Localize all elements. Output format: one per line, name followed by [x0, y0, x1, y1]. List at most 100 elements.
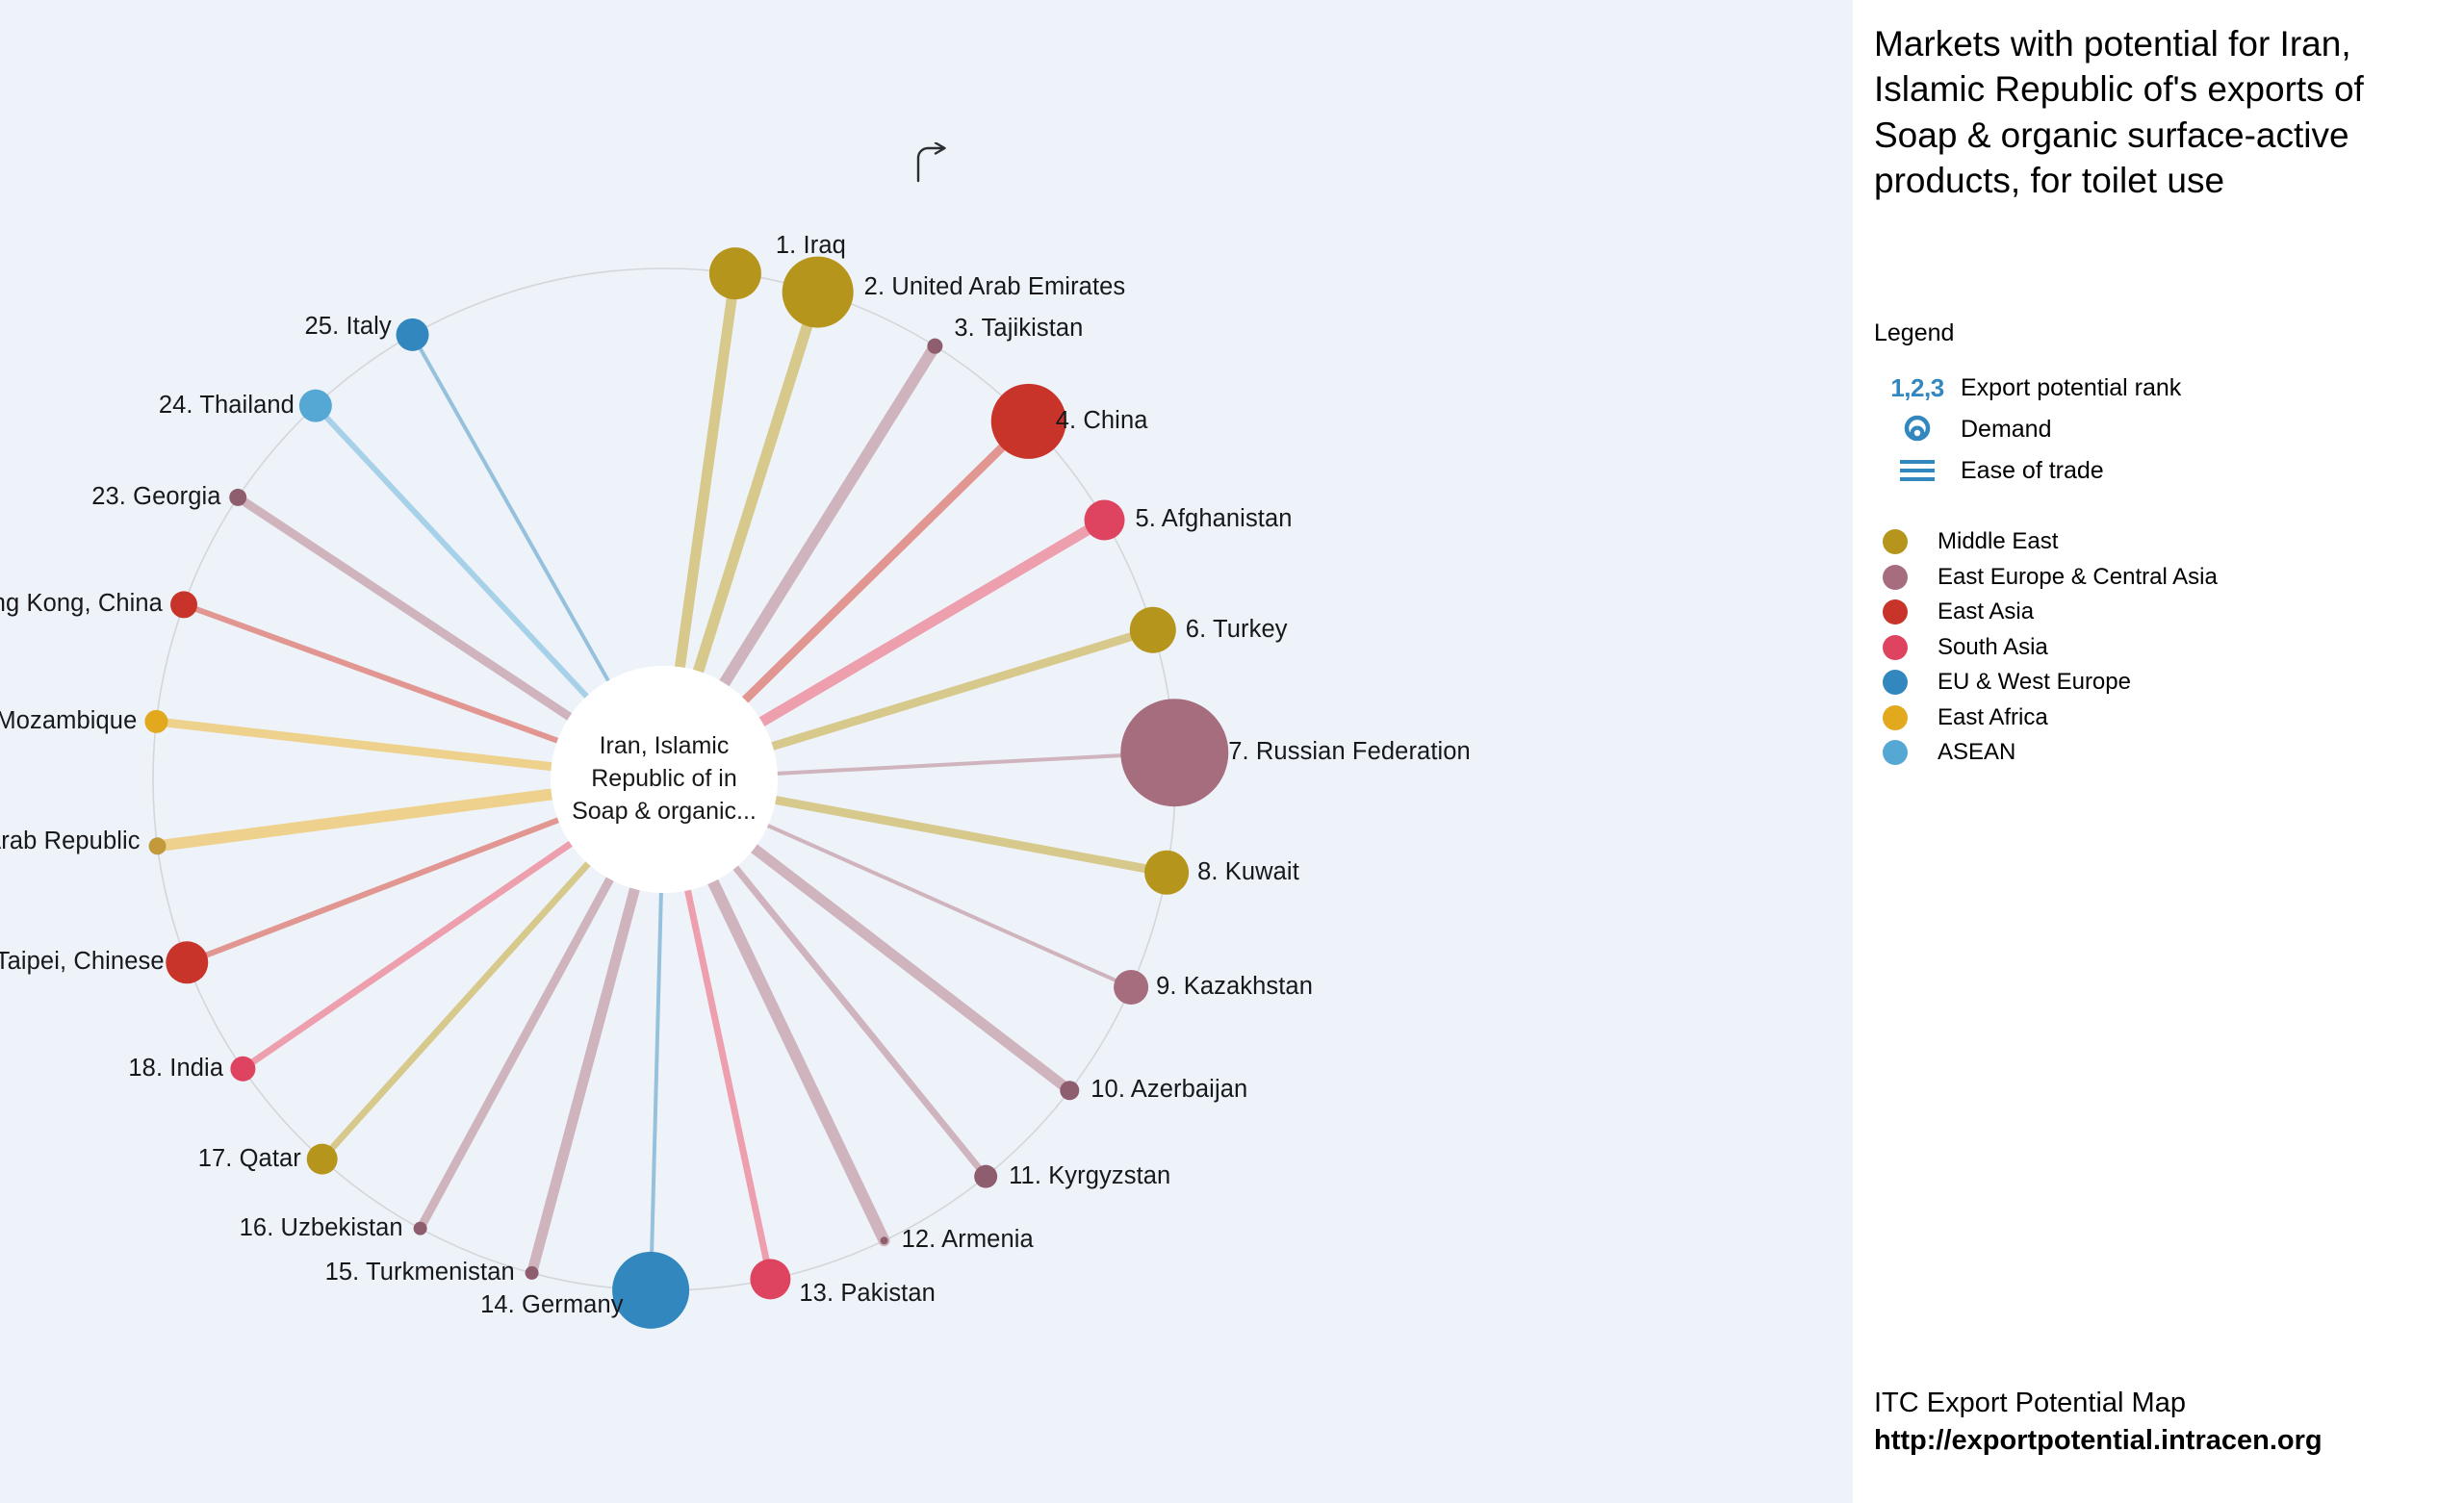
- spoke-line[interactable]: [239, 840, 575, 1073]
- spoke-line[interactable]: [771, 796, 1171, 878]
- spoke-line[interactable]: [740, 417, 1034, 704]
- legend-region-asean[interactable]: ASEAN: [1874, 735, 2432, 771]
- ease-of-trade-bars-icon-svg: [1900, 459, 1935, 481]
- market-node-label[interactable]: 15. Turkmenistan: [324, 1258, 515, 1286]
- market-node[interactable]: [1114, 969, 1149, 1005]
- hub-disc[interactable]: [551, 666, 778, 893]
- market-node[interactable]: [1060, 1081, 1080, 1101]
- footer-source-name: ITC Export Potential Map: [1874, 1388, 2186, 1418]
- market-node[interactable]: [306, 1143, 338, 1175]
- market-node[interactable]: [230, 1056, 256, 1082]
- market-node-label[interactable]: 17. Qatar: [197, 1144, 301, 1172]
- market-node-label[interactable]: 4. China: [1055, 406, 1148, 434]
- spoke-line[interactable]: [233, 493, 575, 722]
- legend-region-east-africa[interactable]: East Africa: [1874, 701, 2432, 736]
- radial-chart-panel: Iran, Islamic Republic of in Soap & organi…: [0, 0, 1853, 1503]
- market-node-label[interactable]: 13. Pakistan: [799, 1280, 936, 1308]
- spoke-line[interactable]: [526, 883, 640, 1279]
- market-node[interactable]: [1129, 606, 1176, 653]
- market-node-label[interactable]: 20. Syrian Arab Republic: [0, 828, 141, 855]
- spoke-line[interactable]: [151, 717, 556, 772]
- market-node[interactable]: [166, 941, 209, 984]
- spoke-line[interactable]: [410, 332, 610, 683]
- market-node[interactable]: [880, 1236, 888, 1245]
- rotate-arrow-icon[interactable]: [912, 142, 955, 185]
- ease-of-trade-bars-icon: [1874, 457, 1961, 486]
- spoke-line[interactable]: [416, 875, 615, 1234]
- spoke-line[interactable]: [692, 286, 824, 677]
- market-node-label[interactable]: 11. Kyrgyzstan: [1009, 1161, 1171, 1189]
- market-node-label[interactable]: 21. Mozambique: [0, 706, 138, 734]
- spoke-line[interactable]: [768, 625, 1158, 752]
- page-title: Markets with potential for Iran, Islamic…: [1874, 24, 2364, 201]
- spoke-line[interactable]: [757, 514, 1111, 727]
- spoke-line[interactable]: [319, 860, 592, 1163]
- legend-region-south-asia[interactable]: South Asia: [1874, 630, 2432, 666]
- hub-circle: [551, 666, 778, 893]
- market-node[interactable]: [144, 709, 168, 733]
- market-node-label[interactable]: 25. Italy: [304, 312, 392, 340]
- market-nodes-group: [144, 247, 1229, 1329]
- market-node[interactable]: [1084, 499, 1125, 541]
- market-node-label[interactable]: 14. Germany: [480, 1290, 624, 1318]
- market-node[interactable]: [298, 389, 332, 422]
- market-node-label[interactable]: 10. Azerbaijan: [1091, 1076, 1248, 1104]
- legend-region-label: East Europe & Central Asia: [1938, 563, 2218, 590]
- market-node[interactable]: [1144, 850, 1190, 895]
- market-node-label[interactable]: 23. Georgia: [91, 482, 221, 510]
- legend-region-eu-west-europe[interactable]: EU & West Europe: [1874, 665, 2432, 701]
- spoke-line[interactable]: [706, 876, 890, 1247]
- market-node[interactable]: [708, 247, 761, 300]
- hub-line-0: Iran, Islamic: [599, 732, 730, 759]
- market-node[interactable]: [974, 1164, 998, 1188]
- market-node-label[interactable]: 6. Turkey: [1185, 615, 1288, 643]
- market-node-label[interactable]: 16. Uzbekistan: [239, 1213, 403, 1241]
- spoke-line[interactable]: [732, 864, 989, 1181]
- market-node-label[interactable]: 19. Taipei, Chinese: [0, 948, 165, 976]
- market-node-label[interactable]: 5. Afghanistan: [1135, 505, 1293, 533]
- market-node-label[interactable]: 9. Kazakhstan: [1156, 972, 1313, 1000]
- market-node[interactable]: [170, 591, 198, 619]
- market-node-label[interactable]: 7. Russian Federation: [1228, 738, 1471, 766]
- legend-region-east-europe-central-asia[interactable]: East Europe & Central Asia: [1874, 560, 2432, 596]
- spoke-line[interactable]: [674, 267, 741, 673]
- legend-swatch-icon: [1883, 564, 1908, 590]
- market-node-label[interactable]: 22. Hong Kong, China: [0, 590, 163, 618]
- legend-region-label: EU & West Europe: [1938, 669, 2131, 696]
- spoke-line[interactable]: [181, 601, 561, 744]
- market-node[interactable]: [750, 1259, 791, 1300]
- market-node-label[interactable]: 18. India: [128, 1054, 224, 1082]
- market-node-label[interactable]: 12. Armenia: [901, 1226, 1034, 1254]
- market-node-label[interactable]: 24. Thailand: [158, 391, 295, 419]
- market-node[interactable]: [612, 1251, 690, 1329]
- spoke-line[interactable]: [765, 823, 1134, 989]
- spoke-line[interactable]: [184, 817, 561, 966]
- legend-region-middle-east[interactable]: Middle East: [1874, 524, 2432, 560]
- market-node[interactable]: [148, 837, 167, 855]
- market-node[interactable]: [396, 318, 429, 351]
- spoke-line[interactable]: [684, 886, 774, 1283]
- market-node-label[interactable]: 8. Kuwait: [1197, 857, 1299, 885]
- legend-region-east-asia[interactable]: East Asia: [1874, 595, 2432, 630]
- spoke-line[interactable]: [718, 340, 941, 689]
- market-node[interactable]: [782, 256, 854, 328]
- market-node[interactable]: [229, 488, 247, 506]
- market-node-label[interactable]: 2. United Arab Emirates: [863, 272, 1126, 300]
- market-node[interactable]: [1120, 699, 1229, 807]
- market-node-label[interactable]: 3. Tajikistan: [954, 314, 1084, 342]
- spoke-line[interactable]: [749, 843, 1075, 1096]
- spoke-line[interactable]: [775, 751, 1177, 776]
- market-node[interactable]: [525, 1265, 539, 1280]
- spoke-line[interactable]: [312, 402, 590, 700]
- market-node[interactable]: [990, 383, 1066, 459]
- market-node[interactable]: [927, 338, 943, 354]
- market-node[interactable]: [413, 1221, 427, 1236]
- spoke-line[interactable]: [649, 890, 663, 1292]
- market-node-label[interactable]: 1. Iraq: [775, 232, 846, 260]
- spoke-line[interactable]: [151, 788, 558, 853]
- rank-number-icon: 1,2,3: [1874, 373, 1961, 403]
- legend-label-export-potential-rank: Export potential rank: [1961, 374, 2182, 401]
- legend-symbols-list: 1,2,3 Export potential rank Demand: [1874, 368, 2432, 492]
- footer-source-url[interactable]: http://exportpotential.intracen.org: [1874, 1425, 2323, 1456]
- legend-swatch-icon: [1883, 634, 1908, 660]
